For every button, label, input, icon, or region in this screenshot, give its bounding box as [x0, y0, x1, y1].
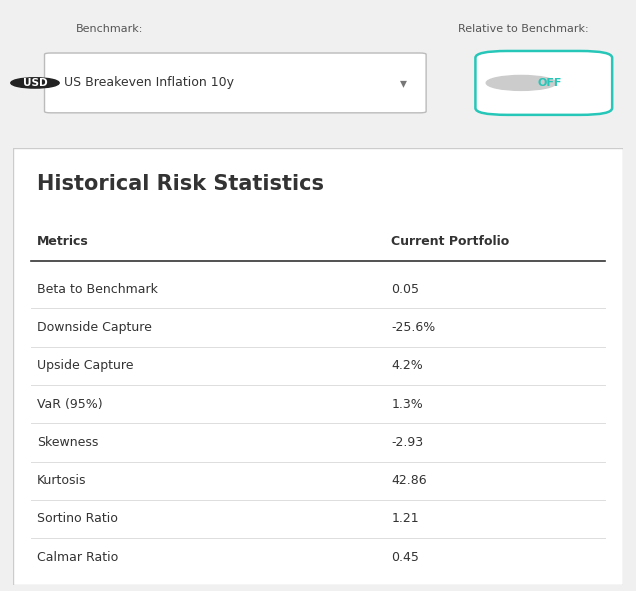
- Text: Metrics: Metrics: [37, 235, 89, 248]
- Text: Sortino Ratio: Sortino Ratio: [37, 512, 118, 525]
- FancyBboxPatch shape: [45, 53, 426, 113]
- Text: OFF: OFF: [538, 78, 562, 88]
- Circle shape: [486, 76, 556, 90]
- Text: Skewness: Skewness: [37, 436, 99, 449]
- Circle shape: [11, 78, 59, 88]
- FancyBboxPatch shape: [13, 148, 623, 585]
- Text: Upside Capture: Upside Capture: [37, 359, 134, 372]
- Text: 0.05: 0.05: [391, 283, 419, 296]
- Text: -2.93: -2.93: [391, 436, 424, 449]
- Text: Benchmark:: Benchmark:: [76, 24, 144, 34]
- Text: 1.21: 1.21: [391, 512, 419, 525]
- Text: 1.3%: 1.3%: [391, 398, 423, 411]
- Text: ▾: ▾: [400, 76, 408, 90]
- Text: Kurtosis: Kurtosis: [37, 474, 86, 487]
- Text: USD: USD: [23, 78, 47, 88]
- Text: VaR (95%): VaR (95%): [37, 398, 103, 411]
- Text: -25.6%: -25.6%: [391, 321, 436, 334]
- Text: Calmar Ratio: Calmar Ratio: [37, 551, 118, 564]
- Text: 42.86: 42.86: [391, 474, 427, 487]
- Text: Historical Risk Statistics: Historical Risk Statistics: [37, 174, 324, 194]
- Text: Relative to Benchmark:: Relative to Benchmark:: [458, 24, 588, 34]
- Text: US Breakeven Inflation 10y: US Breakeven Inflation 10y: [64, 76, 233, 89]
- Text: Current Portfolio: Current Portfolio: [391, 235, 509, 248]
- Text: 4.2%: 4.2%: [391, 359, 423, 372]
- FancyBboxPatch shape: [475, 51, 612, 115]
- Text: Downside Capture: Downside Capture: [37, 321, 152, 334]
- Text: 0.45: 0.45: [391, 551, 419, 564]
- Text: Beta to Benchmark: Beta to Benchmark: [37, 283, 158, 296]
